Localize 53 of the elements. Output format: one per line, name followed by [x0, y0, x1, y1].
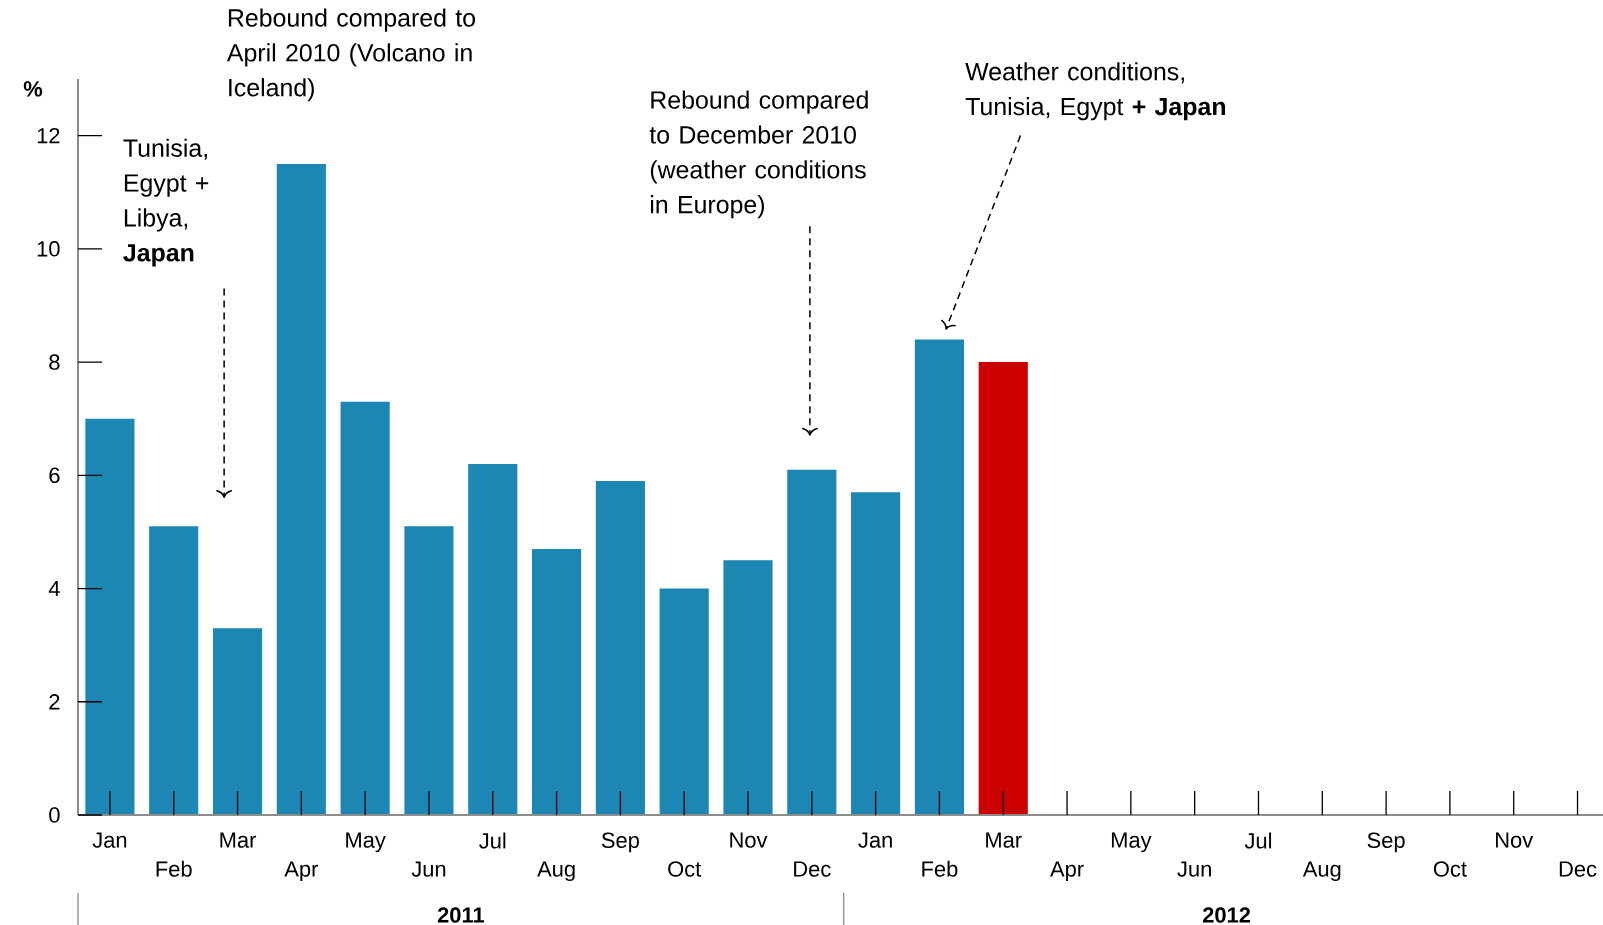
- x-tick-label: Mar: [220, 832, 257, 848]
- bar: [276, 163, 326, 815]
- bar: [149, 526, 199, 815]
- x-tick-label: Jun: [1177, 861, 1211, 877]
- x-tick-label: Sep: [1367, 832, 1405, 853]
- text: 2011: [437, 907, 485, 923]
- x-tick-label: Oct: [668, 861, 702, 877]
- y-tick-label: 8: [49, 354, 60, 370]
- annotation: Rebound compared to April 2010 (Volcano in Iceland): [226, 8, 476, 102]
- bar: [532, 548, 582, 815]
- x-tick-label: Sep: [601, 832, 639, 853]
- x-tick-label: Oct: [1433, 861, 1467, 877]
- x-tick-label: Feb: [156, 860, 192, 877]
- x-tick-label: Jul: [1244, 832, 1272, 849]
- x-tick-label: Jan: [858, 832, 892, 848]
- y-tick-label: 6: [49, 467, 60, 484]
- bar: [787, 469, 837, 815]
- x-tick-label: Jul: [479, 832, 506, 849]
- annotation: Rebound compared to December 2010 (weather conditions in Europe): [649, 90, 868, 219]
- y-tick-label: 10: [37, 241, 60, 257]
- x-tick-label: Jun: [411, 861, 446, 877]
- bar: [914, 339, 964, 815]
- bar: [659, 588, 709, 815]
- x-tick-label: Jan: [92, 832, 127, 848]
- y-tick-label: 12: [37, 127, 60, 144]
- annotation: Weather conditions, Tunisia, Egypt + Japan: [965, 62, 1226, 121]
- bar: [212, 628, 263, 815]
- x-tick-label: May: [1111, 832, 1152, 853]
- y-tick-label: 0: [49, 807, 60, 823]
- x-tick-label: Apr: [284, 861, 319, 882]
- x-tick-label: Apr: [1050, 861, 1084, 882]
- y-axis-title: %: [23, 81, 43, 97]
- x-tick-label: Nov: [730, 832, 768, 848]
- x-tick-label: Dec: [1559, 861, 1597, 877]
- bar: [340, 401, 390, 815]
- bar: [404, 526, 454, 815]
- x-tick-label: May: [346, 832, 386, 853]
- x-tick-label: Feb: [922, 860, 958, 877]
- x-tick-label: Aug: [537, 861, 575, 882]
- x-tick-label: Aug: [1302, 861, 1341, 882]
- bar: [468, 463, 518, 815]
- bar: [595, 480, 645, 815]
- y-tick-label: 2: [49, 694, 60, 710]
- y-tick-label: 4: [48, 580, 60, 597]
- x-tick-label: Mar: [986, 832, 1022, 848]
- bar: [85, 418, 135, 815]
- bar: [851, 492, 901, 815]
- x-tick-label: Dec: [794, 861, 831, 877]
- annotation: Tunisia, Egypt + Libya, Japan: [123, 138, 209, 267]
- bar: [978, 362, 1028, 815]
- text: 2012: [1202, 907, 1251, 923]
- bar: [723, 560, 773, 815]
- x-tick-label: Nov: [1496, 832, 1534, 848]
